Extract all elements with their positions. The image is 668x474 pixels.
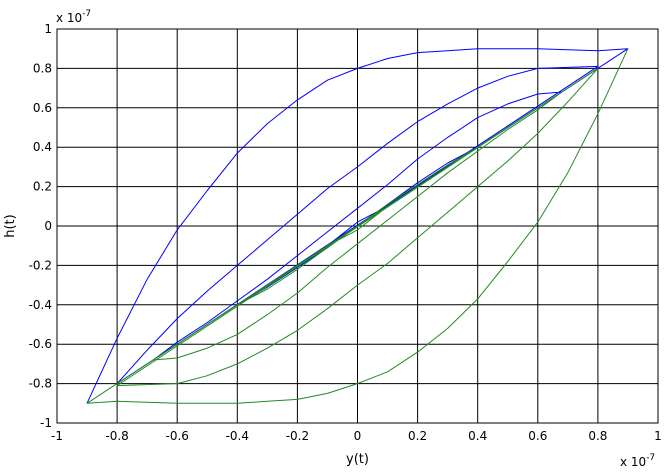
x-tick-label: -0.8 [105, 429, 128, 443]
x-tick-label: -0.6 [165, 429, 188, 443]
plot-frame [56, 28, 659, 424]
y-tick-label: -0.6 [29, 337, 52, 351]
x-axis-label: y(t) [346, 452, 369, 467]
x-tick-label: -0.4 [226, 429, 249, 443]
y-tick-label: -0.2 [29, 258, 52, 272]
y-tick-label: 0.4 [33, 140, 52, 154]
y-tick-label: -0.8 [29, 377, 52, 391]
x-exponent-label: x 10-7 [620, 453, 655, 469]
tick-labels: -1 -0.8 -0.6 -0.4 -0.2 0 0.2 0.4 0.6 0.8 1 -1 -0.8 -0… [29, 22, 662, 443]
x-tick-label: 0.2 [408, 429, 427, 443]
series-line-1 [86, 48, 629, 404]
y-axis-label: h(t) [3, 214, 18, 237]
y-tick-label: -0.4 [29, 298, 52, 312]
y-tick-label: 0.2 [33, 180, 52, 194]
y-tick-label: 0 [44, 219, 52, 233]
y-tick-label: 1 [44, 22, 52, 36]
x-tick-label: 1 [654, 429, 662, 443]
x-tick-label: 0 [354, 429, 362, 443]
y-tick-label: 0.8 [33, 61, 52, 75]
x-tick-label: 0.4 [468, 429, 487, 443]
y-exponent-label: x 10-7 [56, 9, 91, 25]
series-layer [86, 48, 629, 404]
x-tick-label: -1 [51, 429, 63, 443]
y-tick-label: -1 [40, 416, 52, 430]
x-tick-label: -0.2 [286, 429, 309, 443]
y-tick-label: 0.6 [33, 101, 52, 115]
x-tick-label: 0.6 [528, 429, 547, 443]
series-line-2 [86, 48, 629, 404]
x-tick-label: 0.8 [588, 429, 607, 443]
